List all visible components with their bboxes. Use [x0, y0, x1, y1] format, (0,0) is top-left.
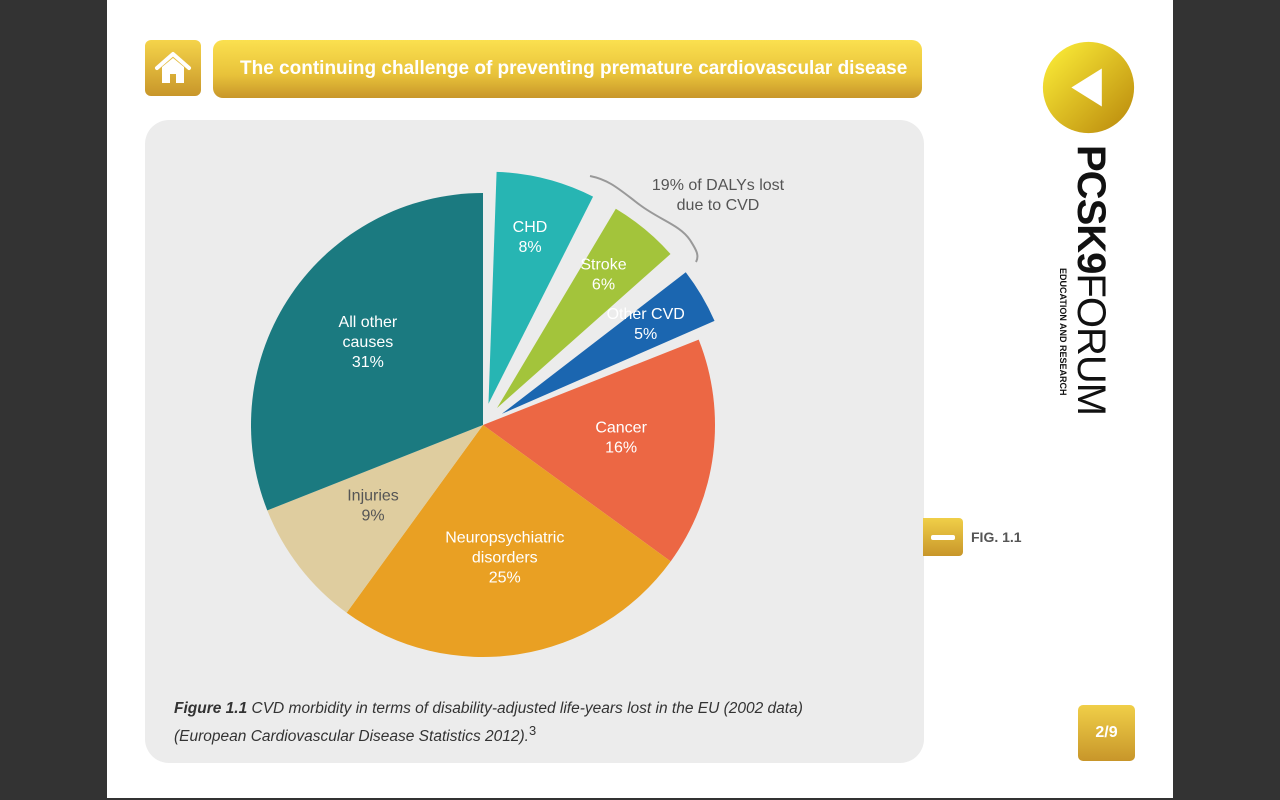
pie-label: Injuries 9% — [347, 487, 399, 524]
pie-label: CHD 8% — [513, 219, 548, 256]
brand-name-bold: PCSK9 — [1069, 145, 1113, 274]
pie-label-line: Other CVD — [607, 306, 685, 323]
cvd-annotation: 19% of DALYs lost due to CVD — [652, 177, 785, 214]
pie-label: Stroke 6% — [580, 256, 626, 293]
caption-source: (European Cardiovascular Disease Statist… — [174, 728, 529, 746]
brand-tagline: EDUCATION AND RESEARCH — [1058, 268, 1068, 396]
pie-label-line: Injuries — [347, 487, 399, 504]
pie-label: All other causes 31% — [339, 314, 398, 371]
pcsk9-logo-icon — [1042, 41, 1135, 134]
pie-label-line: Stroke — [580, 256, 626, 273]
pie-percent: 8% — [518, 239, 541, 256]
pie-label-line: CHD — [513, 219, 548, 236]
brand-name: PCSK9FORUM — [1069, 145, 1113, 416]
pie-percent: 5% — [634, 326, 657, 343]
pie-label-line: All other — [339, 314, 398, 331]
pie-slice-all-other-causes — [251, 193, 483, 511]
caption-title: Figure 1.1 — [174, 700, 248, 717]
pie-percent: 9% — [361, 507, 384, 524]
pie-label-line: Neuropsychiatric — [445, 529, 564, 546]
pie-label: Other CVD 5% — [607, 306, 685, 343]
page-indicator[interactable]: 2/9 — [1078, 705, 1135, 761]
figure-label: FIG. 1.1 — [971, 529, 1022, 545]
caption-text: CVD morbidity in terms of disability-adj… — [247, 700, 803, 717]
page-title: The continuing challenge of preventing p… — [213, 40, 922, 98]
pie-label-line: disorders — [472, 549, 538, 566]
pie-slice-injuries — [267, 425, 483, 613]
annotation-line: due to CVD — [677, 197, 760, 214]
pie-slice-stroke — [497, 208, 671, 409]
pie-slice-neuropsychiatric-disorders — [346, 425, 671, 657]
pie-percent: 25% — [489, 569, 521, 586]
annotation-line: 19% of DALYs lost — [652, 177, 785, 194]
pie-percent: 31% — [352, 354, 384, 371]
home-button[interactable] — [145, 40, 201, 96]
figure-toggle-button[interactable] — [923, 518, 963, 556]
pie-percent: 16% — [605, 439, 637, 456]
home-icon — [155, 52, 191, 83]
pie-label-line: Cancer — [595, 419, 647, 436]
minus-icon — [931, 534, 955, 540]
cvd-bracket — [589, 175, 699, 263]
pie-slice-other-cvd — [501, 272, 715, 414]
pie-label-line: causes — [343, 334, 394, 351]
figure-caption: Figure 1.1 CVD morbidity in terms of dis… — [174, 698, 803, 748]
pie-slice-cancer — [483, 339, 715, 562]
pie-label: Cancer 16% — [595, 419, 647, 456]
pie-label: Neuropsychiatric disorders 25% — [445, 529, 564, 586]
caption-ref: 3 — [528, 723, 537, 738]
pie-percent: 6% — [592, 276, 615, 293]
brand-name-light: FORUM — [1069, 273, 1113, 416]
pie-slice-chd — [488, 171, 594, 404]
